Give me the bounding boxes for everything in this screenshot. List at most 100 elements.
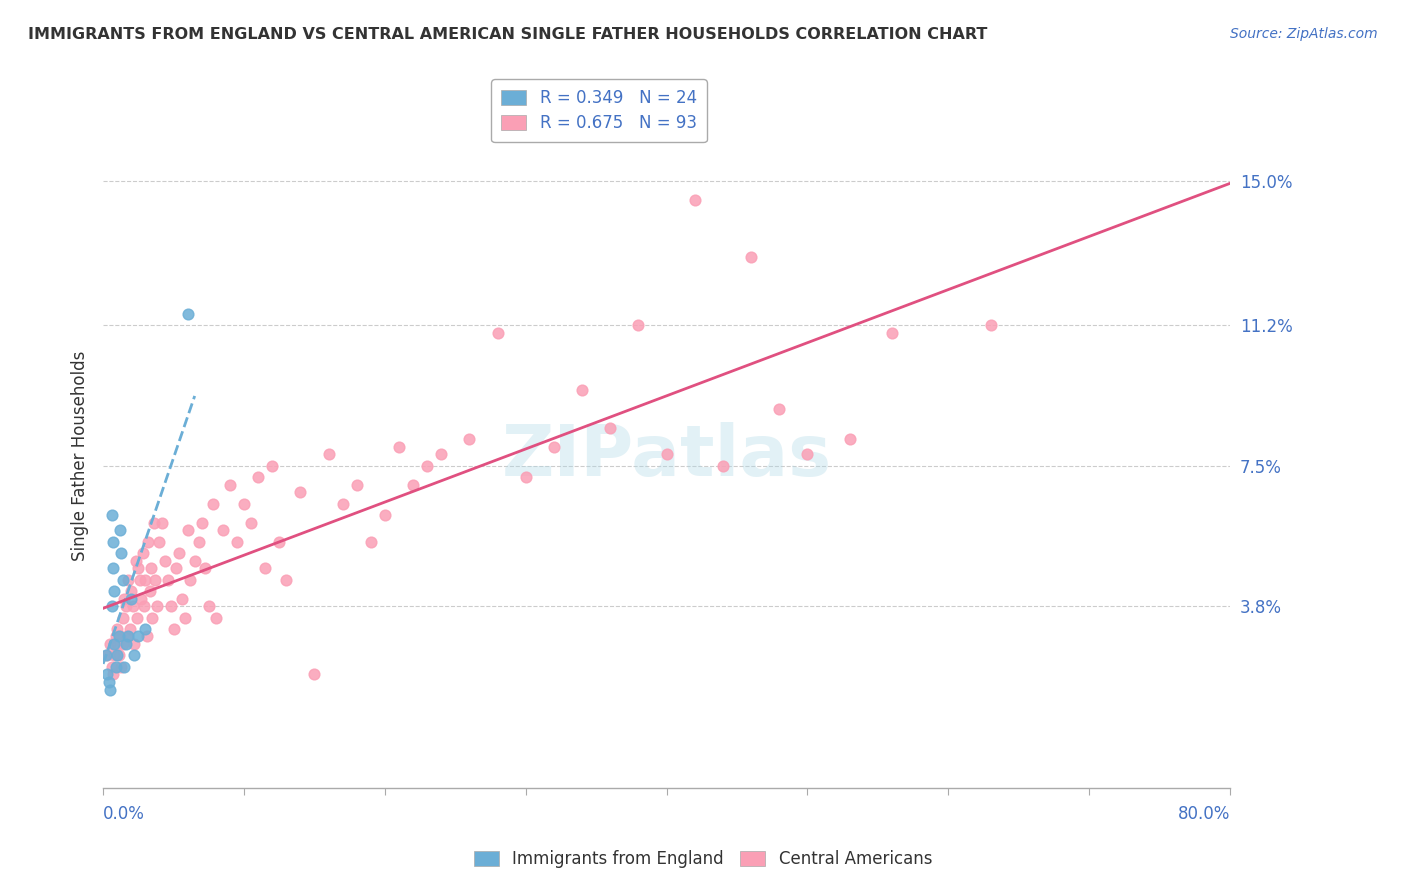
Point bbox=[515, 470, 537, 484]
Point bbox=[135, 630, 157, 644]
Point bbox=[108, 523, 131, 537]
Point bbox=[108, 630, 131, 644]
Point bbox=[122, 648, 145, 663]
Point bbox=[117, 573, 139, 587]
Point bbox=[655, 447, 678, 461]
Y-axis label: Single Father Households: Single Father Households bbox=[72, 351, 89, 561]
Point bbox=[104, 660, 127, 674]
Text: 80.0%: 80.0% bbox=[1178, 805, 1230, 823]
Point bbox=[117, 630, 139, 644]
Point bbox=[129, 591, 152, 606]
Point bbox=[880, 326, 903, 340]
Point bbox=[134, 622, 156, 636]
Point bbox=[290, 485, 312, 500]
Point bbox=[96, 667, 118, 681]
Point bbox=[142, 516, 165, 530]
Point bbox=[187, 534, 209, 549]
Point bbox=[103, 637, 125, 651]
Point bbox=[193, 561, 215, 575]
Point bbox=[139, 561, 162, 575]
Point bbox=[627, 318, 650, 333]
Point bbox=[304, 667, 326, 681]
Point bbox=[543, 440, 565, 454]
Point bbox=[262, 458, 284, 473]
Point bbox=[179, 573, 201, 587]
Point bbox=[111, 610, 134, 624]
Point bbox=[101, 534, 124, 549]
Point bbox=[100, 660, 122, 674]
Point bbox=[346, 477, 368, 491]
Point bbox=[138, 583, 160, 598]
Point bbox=[153, 553, 176, 567]
Point bbox=[125, 610, 148, 624]
Point bbox=[114, 599, 136, 613]
Point bbox=[112, 660, 135, 674]
Point bbox=[98, 682, 121, 697]
Point bbox=[226, 534, 249, 549]
Point bbox=[156, 573, 179, 587]
Point bbox=[131, 546, 153, 560]
Text: Source: ZipAtlas.com: Source: ZipAtlas.com bbox=[1230, 27, 1378, 41]
Point bbox=[176, 523, 198, 537]
Text: 0.0%: 0.0% bbox=[103, 805, 145, 823]
Point bbox=[183, 553, 205, 567]
Point bbox=[374, 508, 396, 522]
Point bbox=[159, 599, 181, 613]
Point bbox=[100, 599, 122, 613]
Point bbox=[107, 630, 129, 644]
Point bbox=[254, 561, 277, 575]
Point bbox=[105, 622, 128, 636]
Point bbox=[120, 583, 142, 598]
Point bbox=[114, 637, 136, 651]
Point bbox=[980, 318, 1002, 333]
Point bbox=[127, 561, 149, 575]
Point bbox=[402, 477, 425, 491]
Point bbox=[105, 637, 128, 651]
Point bbox=[838, 432, 860, 446]
Point bbox=[176, 307, 198, 321]
Point bbox=[98, 637, 121, 651]
Point bbox=[115, 630, 138, 644]
Point bbox=[148, 534, 170, 549]
Point bbox=[205, 610, 228, 624]
Point bbox=[683, 193, 706, 207]
Point bbox=[202, 497, 225, 511]
Legend: R = 0.349   N = 24, R = 0.675   N = 93: R = 0.349 N = 24, R = 0.675 N = 93 bbox=[491, 79, 707, 142]
Point bbox=[768, 401, 790, 416]
Point bbox=[127, 630, 149, 644]
Text: ZIPatlas: ZIPatlas bbox=[502, 422, 832, 491]
Point bbox=[170, 591, 193, 606]
Point bbox=[416, 458, 439, 473]
Point bbox=[96, 648, 118, 663]
Point bbox=[360, 534, 382, 549]
Point bbox=[150, 516, 173, 530]
Legend: Immigrants from England, Central Americans: Immigrants from England, Central America… bbox=[467, 844, 939, 875]
Point bbox=[103, 583, 125, 598]
Point bbox=[104, 630, 127, 644]
Point bbox=[101, 667, 124, 681]
Point bbox=[167, 546, 190, 560]
Point bbox=[110, 546, 132, 560]
Point bbox=[599, 420, 621, 434]
Point bbox=[240, 516, 263, 530]
Point bbox=[121, 599, 143, 613]
Point bbox=[276, 573, 298, 587]
Point bbox=[124, 553, 146, 567]
Point bbox=[112, 591, 135, 606]
Point bbox=[101, 561, 124, 575]
Point bbox=[219, 477, 242, 491]
Point bbox=[141, 610, 163, 624]
Point bbox=[162, 622, 184, 636]
Text: IMMIGRANTS FROM ENGLAND VS CENTRAL AMERICAN SINGLE FATHER HOUSEHOLDS CORRELATION: IMMIGRANTS FROM ENGLAND VS CENTRAL AMERI… bbox=[28, 27, 987, 42]
Point bbox=[486, 326, 509, 340]
Point bbox=[100, 508, 122, 522]
Point bbox=[132, 599, 155, 613]
Point bbox=[458, 432, 481, 446]
Point bbox=[197, 599, 219, 613]
Point bbox=[269, 534, 291, 549]
Point bbox=[571, 383, 593, 397]
Point bbox=[122, 637, 145, 651]
Point bbox=[388, 440, 411, 454]
Point bbox=[796, 447, 818, 461]
Point bbox=[332, 497, 354, 511]
